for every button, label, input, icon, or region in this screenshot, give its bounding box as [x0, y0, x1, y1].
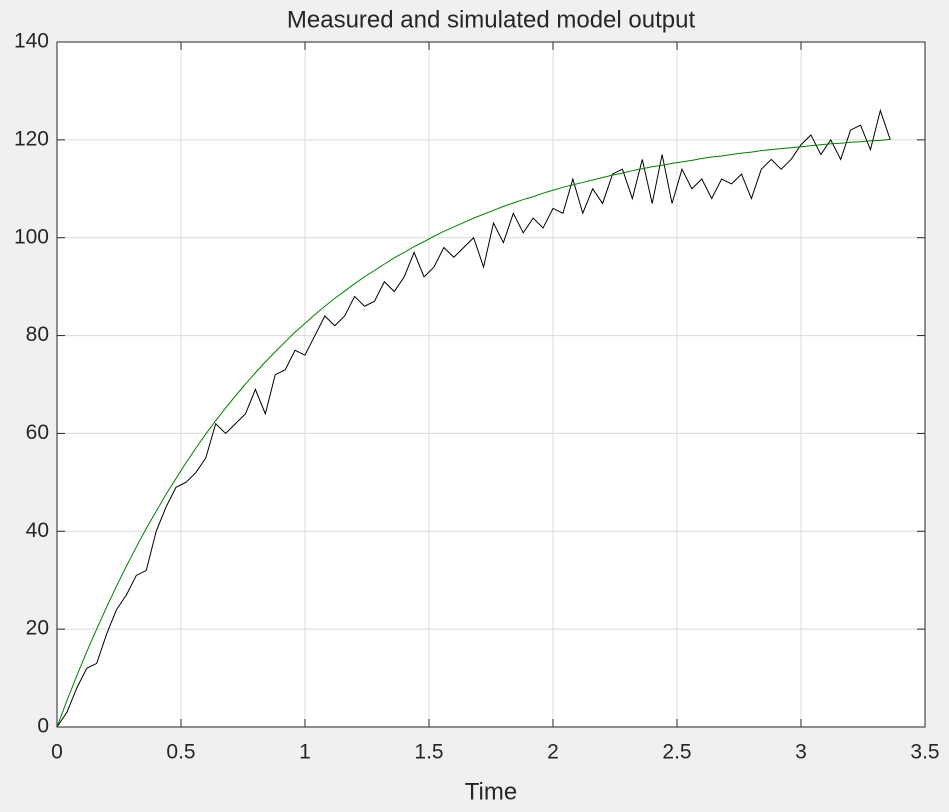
y-tick-label: 140: [14, 30, 49, 53]
chart-title: Measured and simulated model output: [287, 6, 696, 33]
x-tick-label: 2: [547, 741, 559, 764]
x-axis-label: Time: [465, 778, 517, 805]
x-tick-label: 3.5: [910, 741, 939, 764]
x-tick-label: 2.5: [662, 741, 691, 764]
x-tick-label: 0.5: [166, 741, 195, 764]
plot-area: [57, 42, 925, 727]
y-tick-label: 100: [14, 225, 49, 248]
x-tick-label: 0: [51, 741, 63, 764]
y-tick-label: 120: [14, 127, 49, 150]
y-tick-label: 80: [26, 323, 49, 346]
y-tick-label: 60: [26, 421, 49, 444]
y-tick-label: 40: [26, 519, 49, 542]
plot-frame: [56, 41, 926, 728]
x-tick-label: 3: [795, 741, 807, 764]
y-tick-label: 0: [37, 715, 49, 738]
x-tick-label: 1.5: [414, 741, 443, 764]
x-tick-label: 1: [299, 741, 311, 764]
series-line: [56, 138, 891, 728]
y-tick-label: 20: [26, 617, 49, 640]
series-line: [56, 108, 891, 728]
